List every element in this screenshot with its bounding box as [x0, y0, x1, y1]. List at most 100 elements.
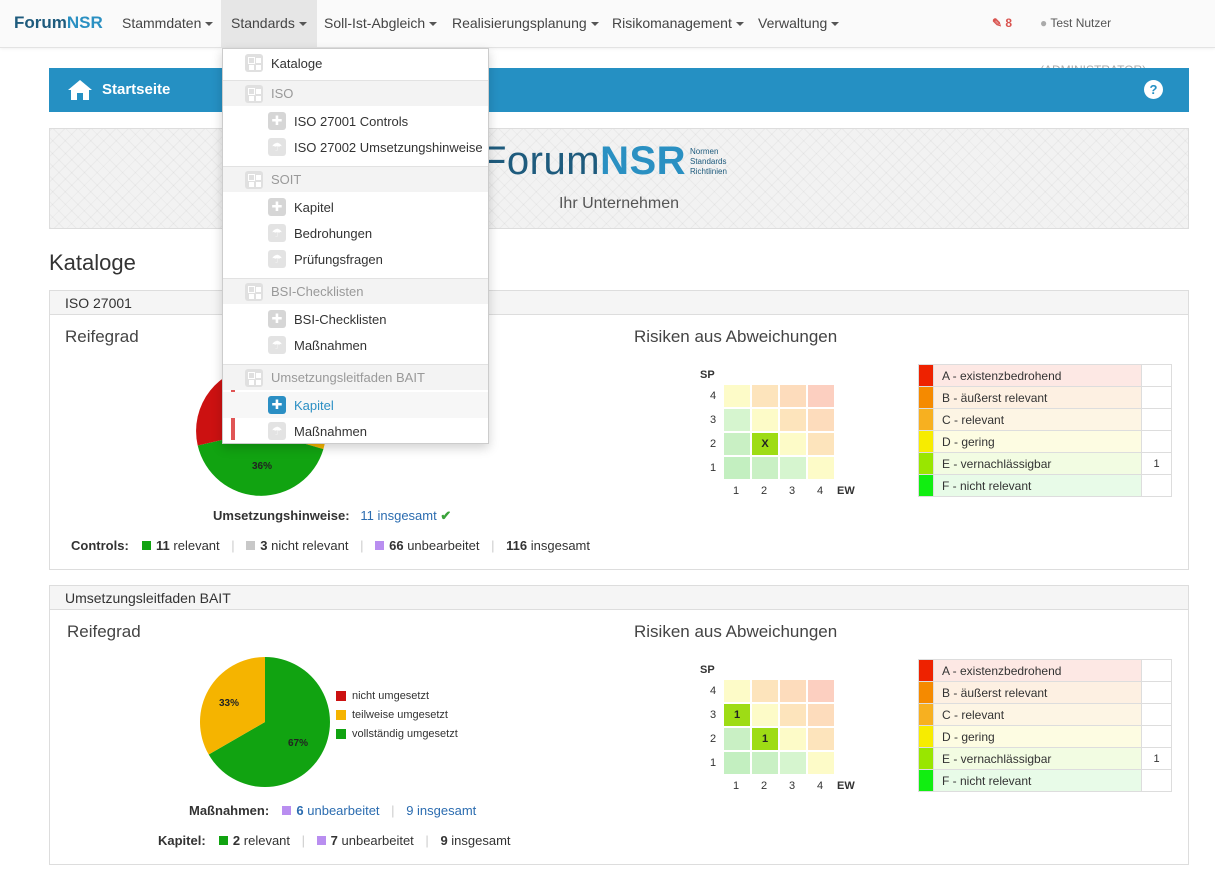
risk-matrix-cell — [780, 433, 806, 455]
user-menu[interactable]: ● Test Nutzer (ADMINISTRATOR) — [1040, 0, 1215, 77]
dropdown-item[interactable]: ☂ Prüfungsfragen — [223, 246, 488, 272]
risk-axis-x-tick: 1 — [733, 485, 740, 497]
risk-legend-count: 1 — [1141, 452, 1172, 475]
risk-matrix-cell — [752, 704, 778, 726]
risk-axis-y-tick: 1 — [710, 757, 717, 769]
risk-axis-x-tick: 4 — [817, 485, 824, 497]
user-icon: ● — [1040, 16, 1048, 30]
dropdown-item[interactable]: ✚ BSI-Checklisten — [223, 306, 488, 332]
dropdown-item[interactable]: ☂ ISO 27002 Umsetzungshinweise — [223, 134, 488, 160]
dropdown-group-header: BSI-Checklisten — [223, 278, 488, 304]
standards-dropdown-menu: Kataloge ISO ✚ ISO 27001 Controls ☂ ISO 27002… — [222, 48, 489, 444]
home-icon[interactable] — [67, 78, 93, 102]
caret-down-icon — [429, 22, 438, 27]
risk-legend-row: A - existenzbedrohend — [918, 364, 1172, 387]
dropdown-item[interactable]: ✚ ISO 27001 Controls — [223, 108, 488, 134]
risk-legend-label: F - nicht relevant — [933, 769, 1142, 792]
risk-legend-row: E - vernachlässigbar 1 — [918, 747, 1172, 770]
dropdown-item-label: BSI-Checklisten — [271, 284, 364, 299]
brand-logo[interactable]: ForumNSR — [14, 13, 103, 32]
legend-item: teilweise umgesetzt — [336, 705, 458, 724]
risk-matrix-cell — [724, 457, 750, 479]
pie-slice-vollstaendig — [197, 431, 324, 496]
risk-matrix-cell — [808, 728, 834, 750]
dropdown-item-label: ISO 27001 Controls — [294, 113, 409, 129]
risk-matrix-cell: 1 — [752, 728, 778, 750]
risiken-heading: Risiken aus Abweichungen — [634, 327, 838, 346]
dropdown-item[interactable]: Kataloge — [223, 50, 488, 76]
risk-legend-label: A - existenzbedrohend — [933, 659, 1142, 682]
legend-item: vollständig umgesetzt — [336, 724, 458, 743]
risk-axis-x-title: EW — [837, 485, 855, 497]
risk-color-swatch — [918, 659, 934, 682]
nav-standards[interactable]: Standards — [221, 0, 317, 47]
risk-legend-count — [1141, 386, 1172, 409]
pie-label-vollstaendig: 67% — [288, 738, 308, 749]
massnahmen-unbearbeitet-link[interactable]: 6 unbearbeitet — [296, 803, 380, 818]
dropdown-item-label: ISO 27002 Umsetzungshinweise — [294, 139, 483, 155]
pie-slice-teilweise — [200, 657, 265, 755]
pie-label: 36% — [252, 461, 272, 472]
risk-legend-table: A - existenzbedrohend B - äußerst relevan… — [918, 659, 1172, 792]
massnahmen-stat: Maßnahmen: 6 unbearbeitet | 9 insgesamt — [189, 803, 477, 818]
risk-matrix-cell — [808, 433, 834, 455]
risk-matrix-cell: X — [752, 433, 778, 455]
umsetzungshinweise-stat: Umsetzungshinweise: 11 insgesamt ✔ — [213, 508, 452, 523]
pie-legend: nicht umgesetzt teilweise umgesetzt voll… — [336, 686, 458, 743]
risk-axis-x-tick: 2 — [761, 485, 768, 497]
dropdown-item[interactable]: ✚ Kapitel — [223, 194, 488, 220]
umbrella-icon: ☂ — [268, 224, 286, 242]
catalog-grid-icon — [245, 170, 263, 189]
risk-legend-count — [1141, 703, 1172, 726]
help-icon[interactable]: ? — [1144, 80, 1163, 99]
notifications-link[interactable]: ✎ 8 — [992, 0, 1012, 47]
dropdown-item-label: Prüfungsfragen — [294, 251, 383, 267]
risk-matrix-cell — [724, 728, 750, 750]
risk-legend-row: F - nicht relevant — [918, 474, 1172, 497]
dropdown-item-label: Kapitel — [294, 199, 334, 215]
grey-swatch-icon — [246, 541, 256, 550]
umbrella-icon: ☂ — [268, 422, 286, 440]
risk-legend-row: D - gering — [918, 430, 1172, 453]
risk-axis-x-tick: 2 — [761, 780, 768, 792]
risk-matrix-cell — [724, 409, 750, 431]
nav-stammdaten[interactable]: Stammdaten — [112, 0, 223, 47]
catalog-grid-icon — [245, 368, 263, 387]
risk-color-swatch — [918, 452, 934, 475]
dropdown-item[interactable]: ☂ Maßnahmen — [223, 332, 488, 358]
risk-color-swatch — [918, 364, 934, 387]
risk-matrix-cell — [808, 457, 834, 479]
risk-axis-y-title: SP — [700, 369, 715, 381]
dropdown-group-header: SOIT — [223, 166, 488, 192]
risk-legend-label: D - gering — [933, 725, 1142, 748]
risk-axis-y-title: SP — [700, 664, 715, 676]
umsetzungshinweise-link[interactable]: 11 insgesamt — [360, 508, 437, 523]
risk-legend-table: A - existenzbedrohend B - äußerst relevan… — [918, 364, 1172, 497]
risk-matrix-cell — [752, 457, 778, 479]
nav-realisierungsplanung[interactable]: Realisierungsplanung — [442, 0, 609, 47]
risk-color-swatch — [918, 769, 934, 792]
dropdown-item-label: Bedrohungen — [294, 225, 373, 241]
massnahmen-insgesamt-link[interactable]: 9 insgesamt — [406, 803, 477, 818]
dropdown-group-header: ISO — [223, 80, 488, 106]
nav-risikomanagement[interactable]: Risikomanagement — [602, 0, 754, 47]
dropdown-item-label: Kataloge — [271, 55, 323, 71]
risk-legend-label: E - vernachlässigbar — [933, 452, 1142, 475]
umbrella-icon: ☂ — [268, 336, 286, 354]
dropdown-item[interactable]: ☂ Maßnahmen — [223, 418, 488, 444]
risk-legend-row: A - existenzbedrohend — [918, 659, 1172, 682]
green-swatch-icon — [142, 541, 152, 550]
dropdown-item[interactable]: ✚ Kapitel — [223, 392, 488, 418]
catalog-grid-icon — [245, 84, 263, 103]
risk-matrix-cell — [724, 385, 750, 407]
risk-matrix-cell — [724, 433, 750, 455]
nav-soll-ist-abgleich[interactable]: Soll-Ist-Abgleich — [314, 0, 447, 47]
dropdown-item[interactable]: ☂ Bedrohungen — [223, 220, 488, 246]
nav-verwaltung[interactable]: Verwaltung — [748, 0, 849, 47]
reifegrad-pie-chart: 33% 67% — [200, 657, 330, 787]
pie-slice-vollstaendig — [208, 657, 330, 787]
risk-legend-label: C - relevant — [933, 408, 1142, 431]
risk-axis-x-tick: 3 — [789, 780, 796, 792]
purple-swatch-icon — [375, 541, 385, 550]
risiken-heading: Risiken aus Abweichungen — [634, 622, 838, 641]
